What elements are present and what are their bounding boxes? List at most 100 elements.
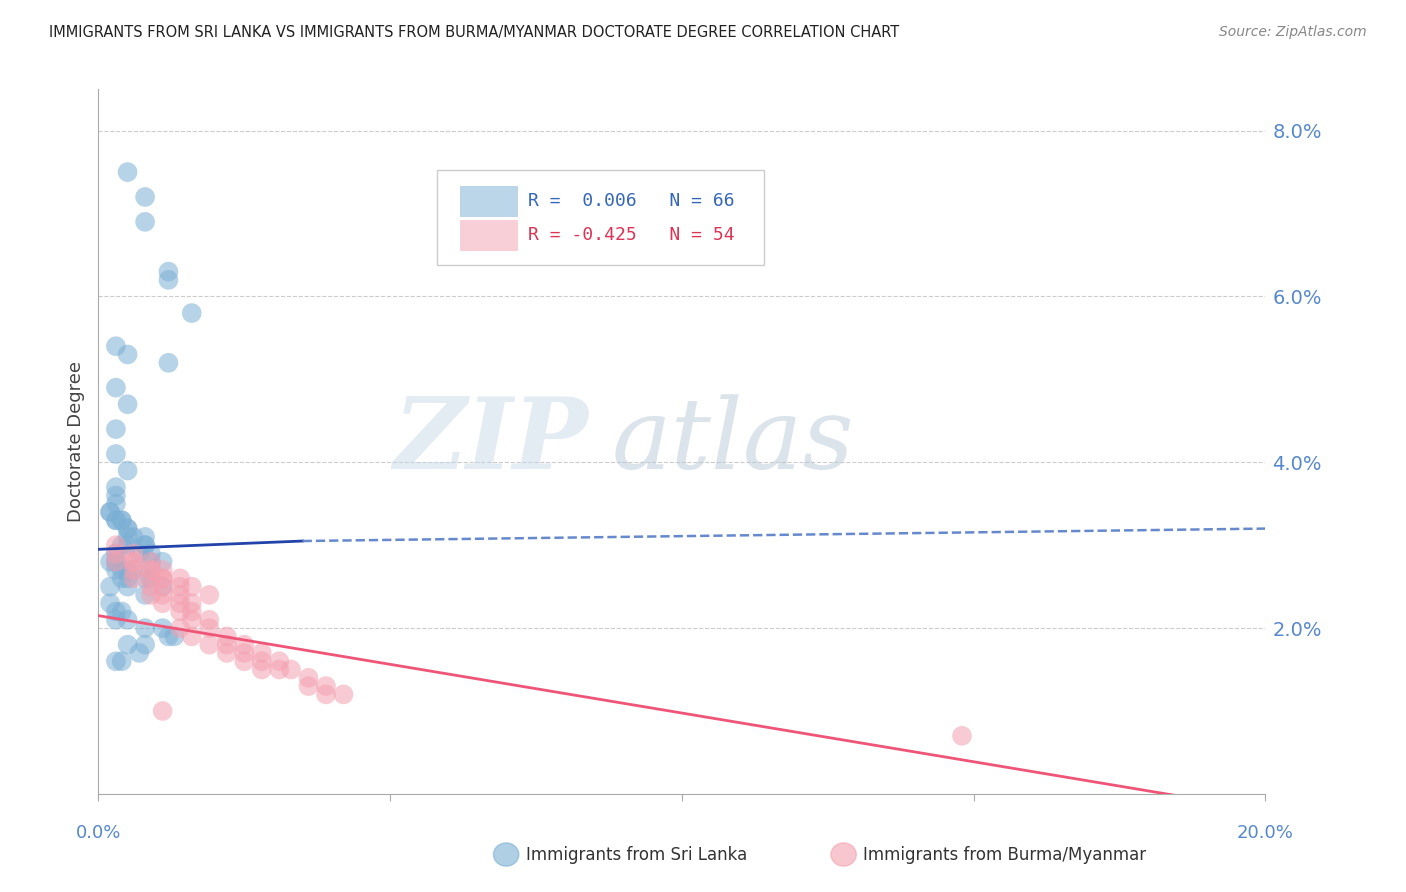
Point: [128, 546, 150, 560]
Point: [233, 654, 256, 668]
Point: [104, 480, 127, 494]
Point: [315, 679, 337, 693]
Point: [139, 588, 162, 602]
Point: [163, 629, 186, 643]
Point: [169, 596, 191, 610]
Point: [250, 654, 273, 668]
Text: 0.0%: 0.0%: [76, 824, 121, 842]
Point: [152, 621, 174, 635]
Point: [111, 563, 134, 577]
Point: [134, 621, 156, 635]
Point: [134, 215, 156, 229]
Point: [215, 646, 238, 660]
Point: [104, 555, 127, 569]
Point: [157, 629, 180, 643]
Point: [104, 546, 127, 560]
Point: [950, 729, 973, 743]
Point: [198, 621, 221, 635]
Point: [117, 522, 139, 536]
Point: [98, 505, 121, 519]
Point: [117, 613, 139, 627]
Point: [104, 563, 127, 577]
Point: [111, 538, 134, 552]
Point: [117, 571, 139, 585]
FancyBboxPatch shape: [460, 220, 517, 250]
Point: [152, 580, 174, 594]
Point: [134, 538, 156, 552]
Point: [198, 613, 221, 627]
Text: IMMIGRANTS FROM SRI LANKA VS IMMIGRANTS FROM BURMA/MYANMAR DOCTORATE DEGREE CORR: IMMIGRANTS FROM SRI LANKA VS IMMIGRANTS …: [49, 25, 900, 40]
Text: R =  0.006   N = 66: R = 0.006 N = 66: [527, 193, 734, 211]
Point: [139, 546, 162, 560]
Point: [104, 488, 127, 502]
Point: [180, 629, 202, 643]
Point: [169, 605, 191, 619]
Y-axis label: Doctorate Degree: Doctorate Degree: [66, 361, 84, 522]
Point: [104, 513, 127, 527]
Point: [104, 613, 127, 627]
Point: [152, 596, 174, 610]
Point: [139, 563, 162, 577]
Point: [139, 555, 162, 569]
Text: 20.0%: 20.0%: [1237, 824, 1294, 842]
Point: [122, 555, 145, 569]
Point: [111, 654, 134, 668]
Point: [128, 646, 150, 660]
Point: [104, 546, 127, 560]
Point: [297, 679, 319, 693]
Point: [169, 621, 191, 635]
Point: [134, 571, 156, 585]
Point: [198, 638, 221, 652]
Text: Immigrants from Burma/Myanmar: Immigrants from Burma/Myanmar: [863, 846, 1146, 863]
Point: [152, 563, 174, 577]
Point: [117, 165, 139, 179]
Point: [233, 646, 256, 660]
Point: [117, 347, 139, 361]
Point: [117, 638, 139, 652]
Point: [122, 563, 145, 577]
Point: [104, 555, 127, 569]
Point: [315, 687, 337, 701]
Point: [169, 588, 191, 602]
Point: [104, 422, 127, 436]
Text: R = -0.425   N = 54: R = -0.425 N = 54: [527, 226, 734, 244]
FancyBboxPatch shape: [460, 186, 517, 216]
Point: [104, 538, 127, 552]
Point: [98, 596, 121, 610]
Point: [152, 580, 174, 594]
Point: [117, 464, 139, 478]
Point: [332, 687, 354, 701]
Point: [134, 638, 156, 652]
Point: [98, 555, 121, 569]
Point: [139, 555, 162, 569]
Point: [280, 663, 302, 677]
Point: [139, 563, 162, 577]
Point: [215, 638, 238, 652]
Point: [122, 555, 145, 569]
Text: Source: ZipAtlas.com: Source: ZipAtlas.com: [1219, 25, 1367, 39]
Point: [157, 356, 180, 370]
Point: [98, 580, 121, 594]
Text: atlas: atlas: [612, 394, 855, 489]
Point: [117, 530, 139, 544]
Point: [139, 580, 162, 594]
Text: Immigrants from Sri Lanka: Immigrants from Sri Lanka: [526, 846, 747, 863]
Point: [157, 273, 180, 287]
Point: [134, 190, 156, 204]
Point: [134, 530, 156, 544]
Point: [233, 638, 256, 652]
Point: [169, 571, 191, 585]
Point: [180, 580, 202, 594]
Point: [157, 264, 180, 278]
Point: [117, 397, 139, 411]
Point: [104, 381, 127, 395]
Point: [122, 546, 145, 560]
Point: [152, 571, 174, 585]
Point: [215, 629, 238, 643]
Point: [152, 588, 174, 602]
Point: [111, 513, 134, 527]
Point: [250, 646, 273, 660]
Point: [152, 555, 174, 569]
Point: [111, 605, 134, 619]
Point: [269, 663, 291, 677]
